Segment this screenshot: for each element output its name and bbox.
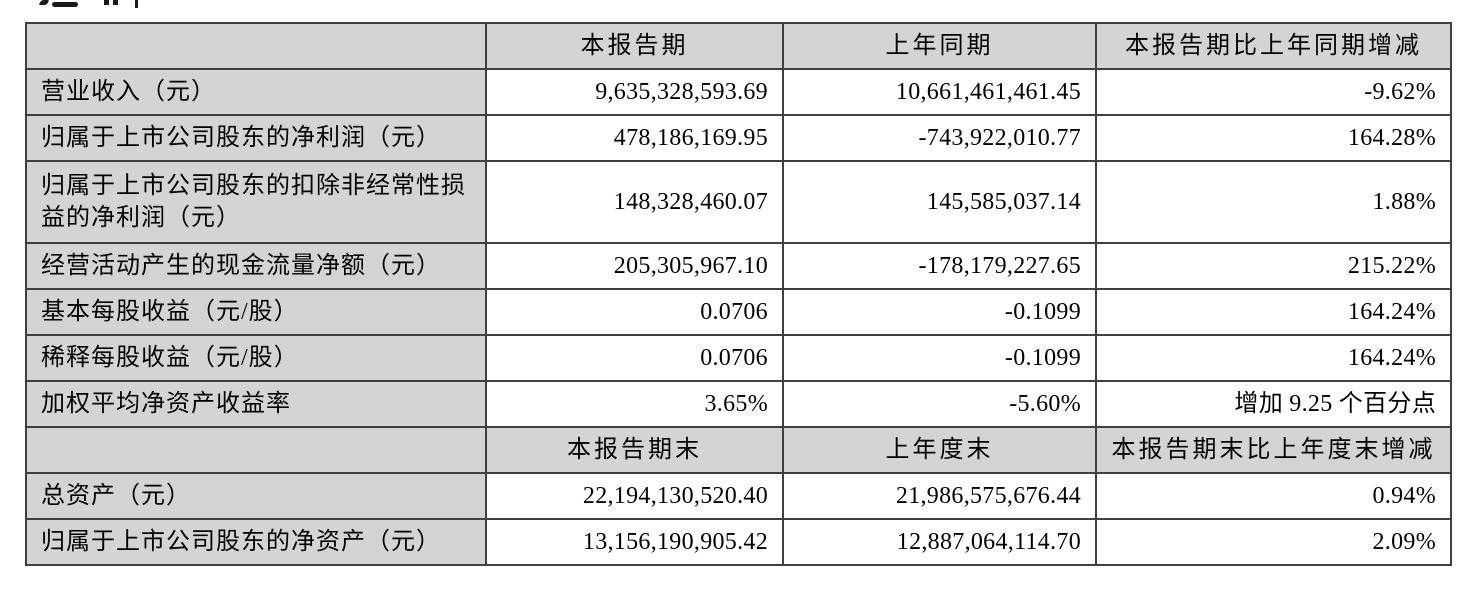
change-value-cell: 164.28%: [1095, 114, 1452, 162]
table-row: 归属于上市公司股东的净资产（元） 13,156,190,905.42 12,88…: [25, 518, 1452, 566]
current-period-value-cell: 13,156,190,905.42: [485, 518, 784, 566]
clipped-glyph-mark: [52, 2, 78, 7]
prior-period-value-cell: 10,661,461,461.45: [782, 68, 1097, 116]
current-period-value-cell: 3.65%: [485, 380, 784, 428]
change-value-cell: 2.09%: [1095, 518, 1452, 566]
change-value-cell: 增加 9.25 个百分点: [1095, 380, 1452, 428]
change-value-cell: 1.88%: [1095, 160, 1452, 244]
metric-label-cell: 经营活动产生的现金流量净额（元）: [25, 242, 487, 290]
table-row: 稀释每股收益（元/股） 0.0706 -0.1099 164.24%: [25, 334, 1452, 382]
clipped-glyph-mark: [38, 0, 50, 5]
table-header-row: 本报告期末 上年度末 本报告期末比上年度末增减: [25, 426, 1452, 474]
metric-label-cell: 营业收入（元）: [25, 68, 487, 116]
clipped-glyph-mark: [113, 0, 118, 5]
table-row: 归属于上市公司股东的扣除非经常性损益的净利润（元） 148,328,460.07…: [25, 160, 1452, 244]
prior-period-value-cell: -0.1099: [782, 334, 1097, 382]
table-row: 营业收入（元） 9,635,328,593.69 10,661,461,461.…: [25, 68, 1452, 116]
metric-label-cell: 稀释每股收益（元/股）: [25, 334, 487, 382]
prior-period-value-cell: -178,179,227.65: [782, 242, 1097, 290]
change-value-cell: 164.24%: [1095, 334, 1452, 382]
prior-period-value-cell: -5.60%: [782, 380, 1097, 428]
metric-label-cell: 归属于上市公司股东的净利润（元）: [25, 114, 487, 162]
current-period-value-cell: 205,305,967.10: [485, 242, 784, 290]
change-value-cell: 164.24%: [1095, 288, 1452, 336]
metric-header-cell: [25, 426, 487, 474]
clipped-glyph-mark: [104, 0, 109, 5]
table-header-row: 本报告期 上年同期 本报告期比上年同期增减: [25, 22, 1452, 70]
table-row: 经营活动产生的现金流量净额（元） 205,305,967.10 -178,179…: [25, 242, 1452, 290]
prior-period-header-cell: 上年同期: [782, 22, 1097, 70]
change-value-cell: 215.22%: [1095, 242, 1452, 290]
prior-period-value-cell: -743,922,010.77: [782, 114, 1097, 162]
current-period-value-cell: 478,186,169.95: [485, 114, 784, 162]
prior-period-value-cell: 12,887,064,114.70: [782, 518, 1097, 566]
change-value-cell: 0.94%: [1095, 472, 1452, 520]
clipped-glyph-mark: [135, 0, 138, 8]
table-row: 基本每股收益（元/股） 0.0706 -0.1099 164.24%: [25, 288, 1452, 336]
table-row: 总资产（元） 22,194,130,520.40 21,986,575,676.…: [25, 472, 1452, 520]
prior-period-value-cell: 145,585,037.14: [782, 160, 1097, 244]
current-period-value-cell: 22,194,130,520.40: [485, 472, 784, 520]
metric-label-cell: 总资产（元）: [25, 472, 487, 520]
table-row: 归属于上市公司股东的净利润（元） 478,186,169.95 -743,922…: [25, 114, 1452, 162]
current-period-value-cell: 9,635,328,593.69: [485, 68, 784, 116]
change-value-cell: -9.62%: [1095, 68, 1452, 116]
key-financials-table: 本报告期 上年同期 本报告期比上年同期增减 营业收入（元） 9,635,328,…: [25, 22, 1452, 566]
prior-period-value-cell: 21,986,575,676.44: [782, 472, 1097, 520]
current-period-end-header-cell: 本报告期末: [485, 426, 784, 474]
current-period-header-cell: 本报告期: [485, 22, 784, 70]
current-period-value-cell: 0.0706: [485, 334, 784, 382]
metric-label-cell: 归属于上市公司股东的净资产（元）: [25, 518, 487, 566]
metric-header-cell: [25, 22, 487, 70]
current-period-value-cell: 0.0706: [485, 288, 784, 336]
metric-label-cell: 加权平均净资产收益率: [25, 380, 487, 428]
table-row: 加权平均净资产收益率 3.65% -5.60% 增加 9.25 个百分点: [25, 380, 1452, 428]
change-header-cell: 本报告期末比上年度末增减: [1095, 426, 1452, 474]
metric-label-cell: 基本每股收益（元/股）: [25, 288, 487, 336]
prior-period-value-cell: -0.1099: [782, 288, 1097, 336]
current-period-value-cell: 148,328,460.07: [485, 160, 784, 244]
prior-year-end-header-cell: 上年度末: [782, 426, 1097, 474]
metric-label-cell: 归属于上市公司股东的扣除非经常性损益的净利润（元）: [25, 160, 487, 244]
change-header-cell: 本报告期比上年同期增减: [1095, 22, 1452, 70]
